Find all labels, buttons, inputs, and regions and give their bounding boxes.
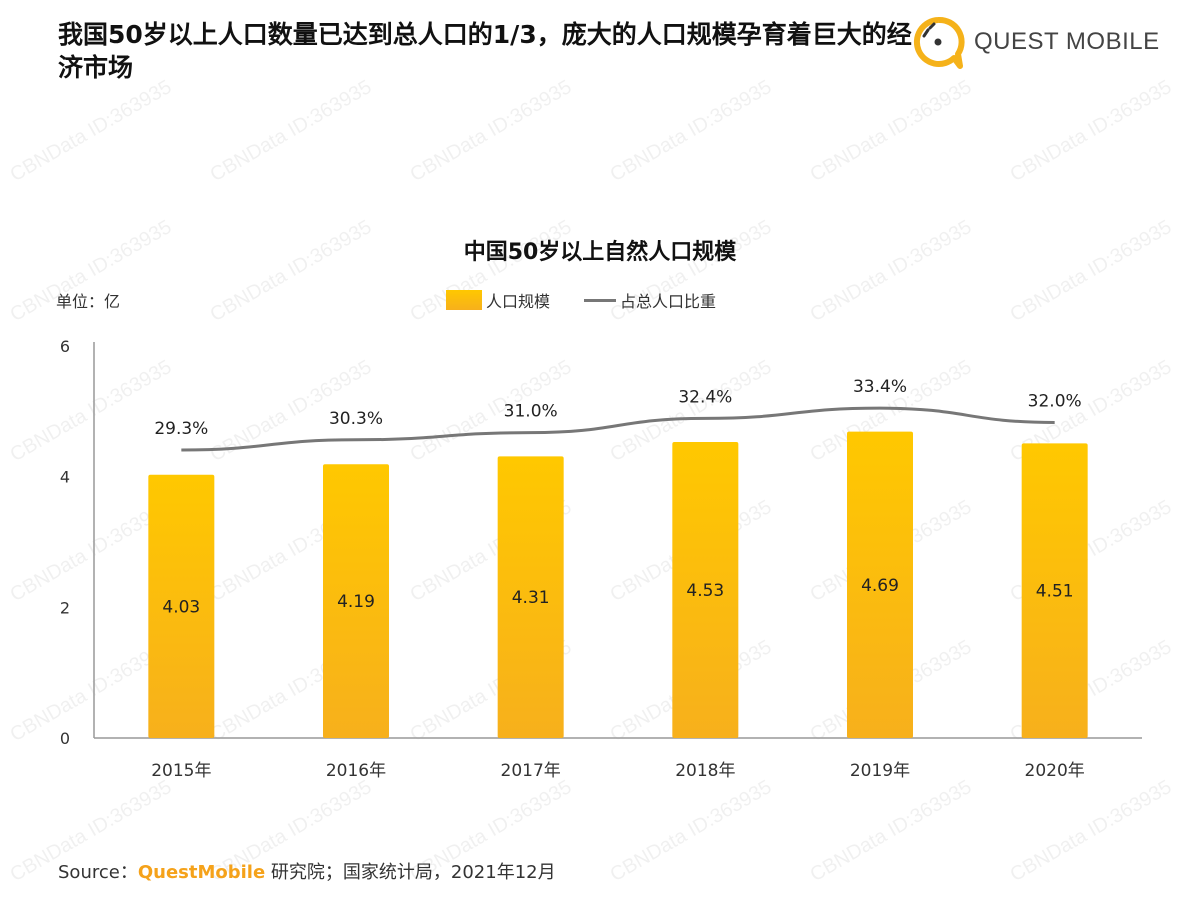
source-rest: 研究院；国家统计局，2021年12月 (265, 862, 556, 883)
y-tick-label: 0 (60, 729, 70, 748)
x-tick-label: 2019年 (850, 761, 910, 781)
line-data-label: 31.0% (504, 402, 558, 422)
bar-2020年 (1021, 443, 1088, 738)
legend: 人口规模 占总人口比重 (446, 288, 716, 312)
bar-data-label: 4.69 (861, 576, 899, 596)
bar-2015年 (148, 474, 215, 738)
line-data-label: 32.0% (1028, 391, 1082, 411)
bar-data-label: 4.31 (512, 588, 550, 608)
bar-2018年 (672, 442, 739, 738)
legend-line-label: 占总人口比重 (620, 292, 717, 311)
chart-title: 中国50岁以上自然人口规模 (463, 240, 737, 265)
line-series-share (181, 406, 1055, 452)
logo-icon (913, 16, 965, 69)
unit-label: 单位：亿 (56, 292, 121, 311)
bar-data-label: 4.19 (337, 592, 375, 612)
x-tick-label: 2018年 (675, 761, 735, 781)
line-data-label: 32.4% (678, 387, 732, 407)
questmobile-logo: QUEST MOBILE (910, 14, 1160, 70)
legend-bar-swatch (446, 290, 482, 310)
y-tick-label: 2 (60, 598, 70, 617)
line-data-label: 29.3% (154, 419, 208, 439)
x-tick-label: 2015年 (151, 761, 211, 781)
logo-text: QUEST MOBILE (974, 28, 1160, 55)
bar-2016年 (323, 464, 389, 738)
bar-2019年 (847, 431, 913, 738)
bar-data-label: 4.03 (162, 597, 200, 617)
y-tick-label: 6 (60, 337, 70, 356)
bar-data-label: 4.51 (1036, 582, 1074, 602)
x-tick-label: 2016年 (326, 761, 386, 781)
legend-bar-label: 人口规模 (486, 292, 551, 311)
source-note: Source：QuestMobile 研究院；国家统计局，2021年12月 (58, 858, 556, 884)
bar-2017年 (497, 456, 564, 738)
legend-line-swatch (584, 298, 617, 302)
bar-data-label: 4.53 (686, 581, 724, 601)
line-data-label: 30.3% (329, 409, 383, 429)
x-tick-label: 2017年 (501, 761, 561, 781)
source-brand: QuestMobile (137, 862, 266, 883)
line-data-label: 33.4% (853, 377, 907, 397)
y-tick-label: 4 (60, 468, 70, 487)
source-prefix: Source： (58, 862, 138, 883)
x-tick-label: 2020年 (1025, 761, 1085, 781)
page-title: 我国50岁以上人口数量已达到总人口的1/3，庞大的人口规模孕育着巨大的经济市场 (58, 20, 912, 82)
